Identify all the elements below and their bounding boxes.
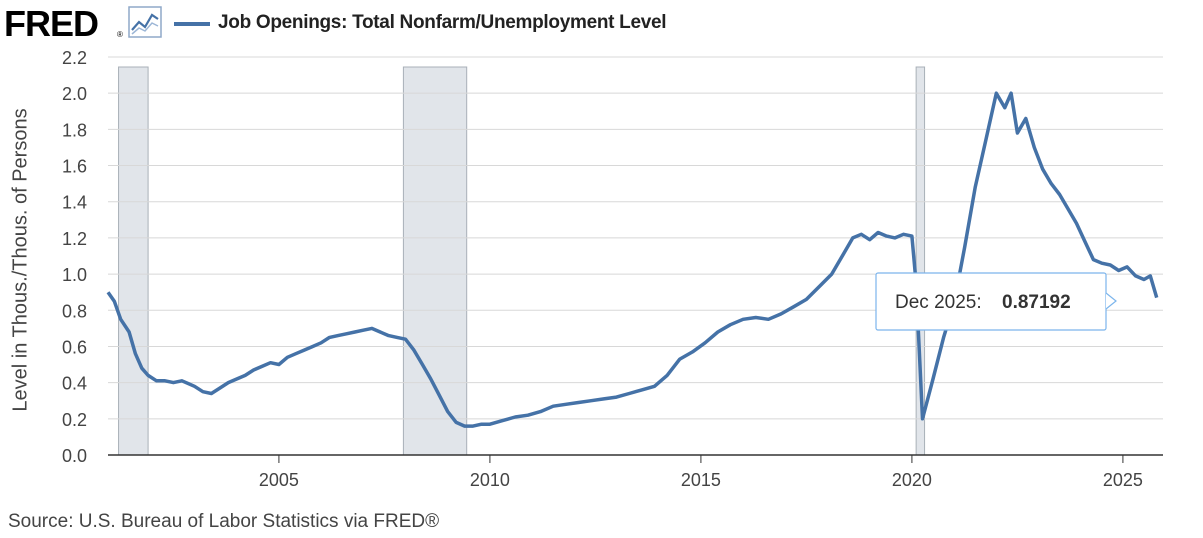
series-line <box>106 91 1159 428</box>
source-note: Source: U.S. Bureau of Labor Statistics … <box>8 511 440 532</box>
x-tick-label: 2010 <box>470 470 510 490</box>
tooltip-date: Dec 2025: <box>895 292 982 313</box>
x-tick-label: 2005 <box>259 470 299 490</box>
tooltip-pointer <box>1105 292 1117 310</box>
x-tick-label: 2020 <box>892 470 932 490</box>
y-tick-label: 2.0 <box>62 84 87 104</box>
y-tick-label: 1.6 <box>62 157 87 177</box>
y-tick-label: 1.8 <box>62 120 87 140</box>
y-tick-label: 1.4 <box>62 193 87 213</box>
logo-registered-mark: ® <box>117 30 123 39</box>
tooltip-value: 0.87192 <box>1002 292 1071 313</box>
y-tick-label: 1.2 <box>62 229 87 249</box>
line-chart[interactable]: 0.0 0.2 0.4 0.6 0.8 1.0 1.2 1.4 1.6 1.8 2.0 2.2 200… <box>0 0 1203 505</box>
y-tick-label: 2.2 <box>62 48 87 68</box>
x-tick-label: 2025 <box>1103 470 1143 490</box>
x-tick-label: 2015 <box>681 470 721 490</box>
chart-header: FRED ® Job Openings: Total Nonfarm/Unemp… <box>0 0 1203 46</box>
recession-band-0 <box>118 66 149 456</box>
legend-swatch <box>174 22 210 26</box>
tooltip: Dec 2025: 0.87192 <box>875 272 1117 331</box>
y-tick-label: 0.6 <box>62 337 87 357</box>
y-tick-label: 0.8 <box>62 301 87 321</box>
y-tick-label: 0.4 <box>62 374 87 394</box>
trend-line-icon[interactable] <box>128 6 162 38</box>
y-tick-label: 0.2 <box>62 410 87 430</box>
recession-band-1 <box>402 66 468 456</box>
legend-label: Job Openings: Total Nonfarm/Unemployment… <box>218 12 667 33</box>
y-tick-label: 0.0 <box>62 446 87 466</box>
y-tick-label: 1.0 <box>62 265 87 285</box>
fred-logo[interactable]: FRED <box>4 3 99 44</box>
